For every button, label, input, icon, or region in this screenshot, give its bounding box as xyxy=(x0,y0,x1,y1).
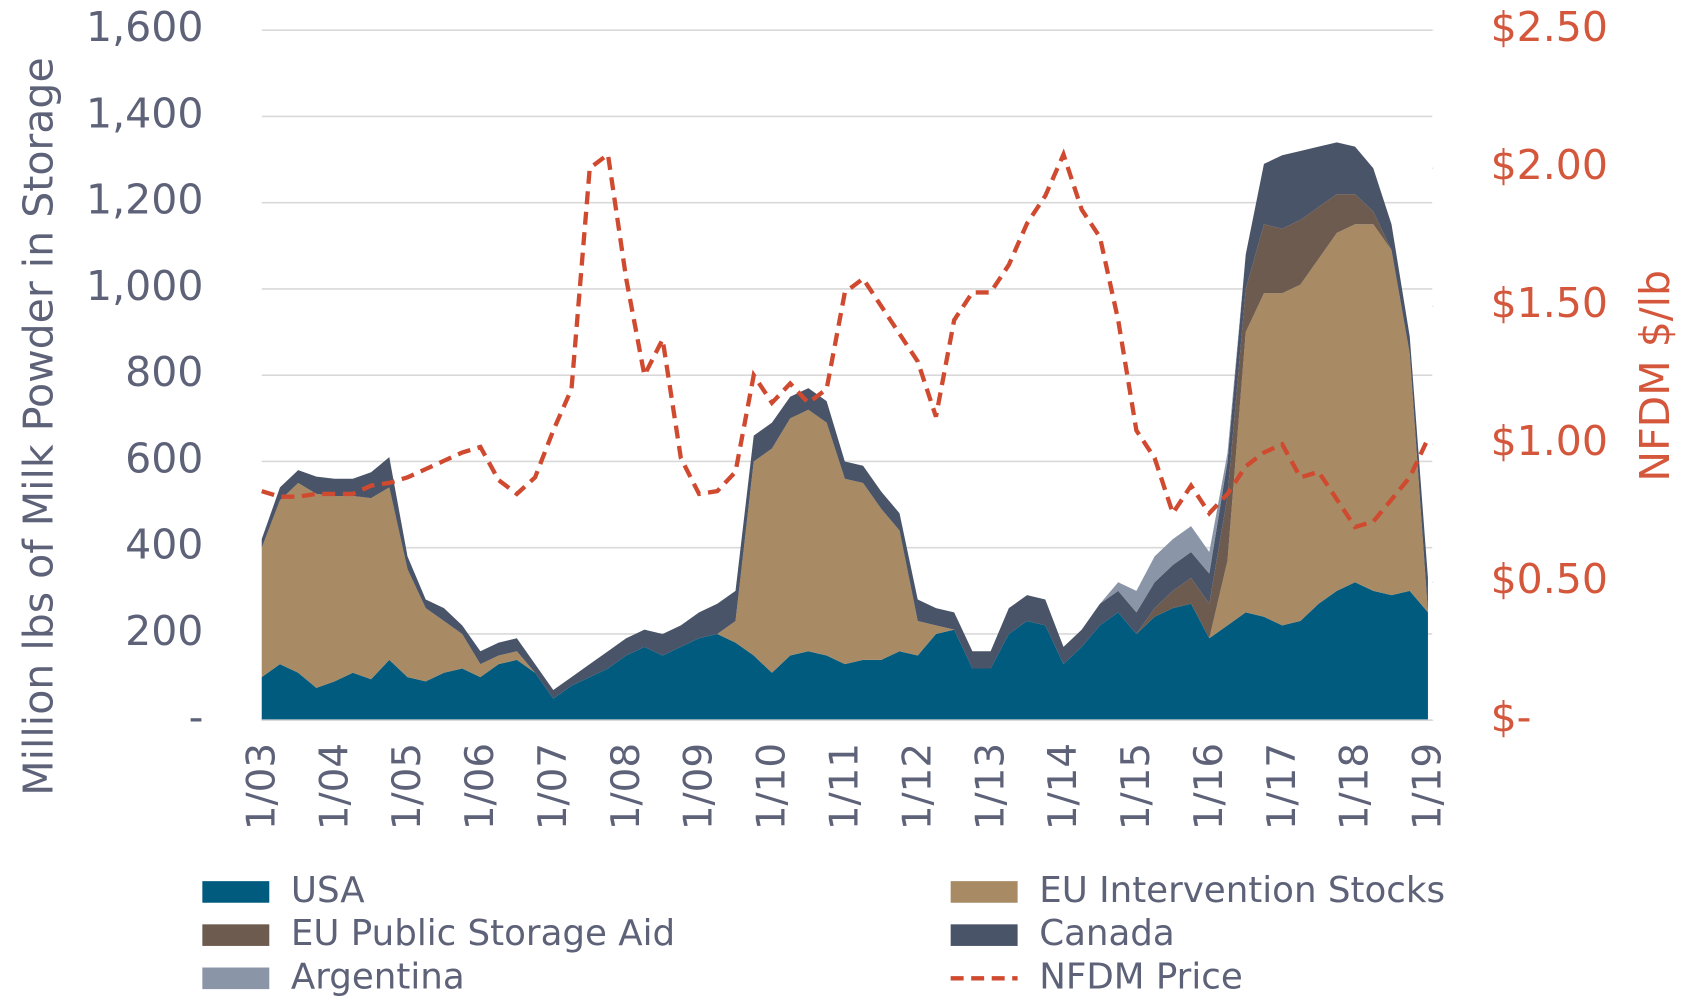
y2-tick-label: $2.50 xyxy=(1491,3,1608,51)
x-tick-label: 1/17 xyxy=(1260,743,1305,830)
legend-swatch xyxy=(202,924,270,946)
x-tick-label: 1/15 xyxy=(1114,743,1159,830)
y-tick-label: 400 xyxy=(125,521,203,569)
y-tick-label: 1,400 xyxy=(86,89,203,137)
legend-label: Canada xyxy=(1039,913,1175,954)
area xyxy=(261,194,1428,699)
x-tick-label: 1/10 xyxy=(750,743,795,830)
y-axis-label: Million lbs of Milk Powder in Storage xyxy=(14,57,62,795)
x-tick-label: 1/18 xyxy=(1333,743,1378,830)
x-tick-label: 1/19 xyxy=(1406,743,1451,830)
y-tick-label: 600 xyxy=(125,434,203,482)
x-tick-label: 1/12 xyxy=(895,743,940,830)
area xyxy=(261,224,1428,699)
x-tick-label: 1/04 xyxy=(312,743,357,830)
legend-label: Argentina xyxy=(291,956,465,997)
legend-label: USA xyxy=(291,870,365,911)
x-tick-label: 1/09 xyxy=(677,743,722,830)
y-tick-label: 1,200 xyxy=(86,176,203,224)
y2-tick-label: $2.00 xyxy=(1491,141,1608,189)
x-tick-label: 1/05 xyxy=(385,743,430,830)
legend-label: EU Intervention Stocks xyxy=(1039,870,1445,911)
y-tick-label: 1,600 xyxy=(86,3,203,51)
x-tick-label: 1/16 xyxy=(1187,743,1232,830)
legend-swatch xyxy=(202,967,270,990)
y2-axis-label: NFDM $/lb xyxy=(1631,270,1679,482)
legend-swatch xyxy=(950,881,1018,903)
legend-swatch xyxy=(202,881,270,903)
y-tick-label: 1,000 xyxy=(86,262,203,310)
y-tick-label: 200 xyxy=(125,607,203,655)
y2-tick-label: $- xyxy=(1491,693,1532,741)
x-tick-label: 1/08 xyxy=(604,743,649,830)
y2-tick-label: $1.50 xyxy=(1491,279,1608,327)
legend-label: EU Public Storage Aid xyxy=(291,913,675,954)
x-tick-label: 1/13 xyxy=(968,743,1013,830)
x-tick-label: 1/03 xyxy=(239,743,284,830)
legend-label: NFDM Price xyxy=(1039,956,1243,997)
x-tick-label: 1/14 xyxy=(1041,743,1086,830)
area xyxy=(261,142,1428,699)
x-tick-label: 1/06 xyxy=(458,743,503,830)
y-tick-label: - xyxy=(189,693,204,741)
y2-tick-label: $0.50 xyxy=(1491,555,1608,603)
area xyxy=(261,582,1428,721)
y2-tick-label: $1.00 xyxy=(1491,417,1608,465)
legend-swatch xyxy=(950,924,1018,946)
y-tick-label: 800 xyxy=(125,348,203,396)
x-tick-label: 1/07 xyxy=(531,743,576,830)
x-tick-label: 1/11 xyxy=(823,743,868,830)
